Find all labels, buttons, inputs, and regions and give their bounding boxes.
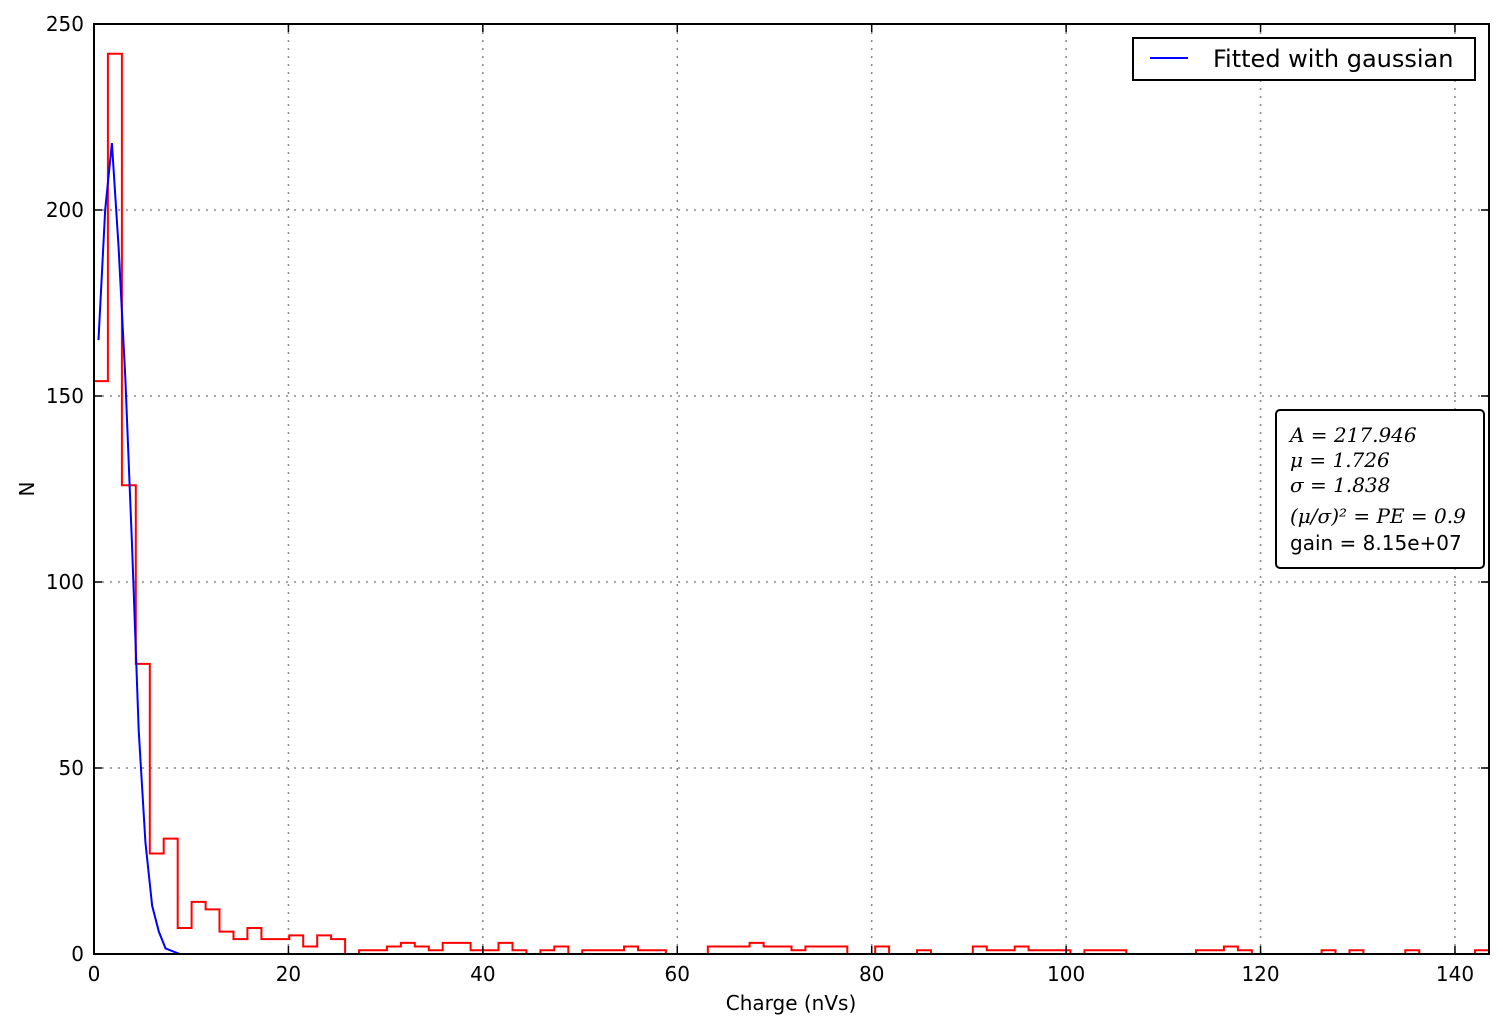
legend: Fitted with gaussian: [1132, 37, 1476, 81]
legend-label: Fitted with gaussian: [1213, 45, 1453, 73]
x-axis-title: Charge (nVs): [726, 991, 857, 1015]
fit-series-layer: [97, 142, 180, 955]
y-tick-label: 250: [46, 12, 84, 36]
y-axis-title: N: [15, 482, 39, 497]
stats-mu: μ = 1.726: [1290, 448, 1390, 472]
tick-layer: 0 20 40 60 80 100 120 140 0 50 100 150 200 250: [46, 12, 1489, 986]
stats-gain: gain = 8.15e+07: [1290, 531, 1462, 555]
legend-frame: [1132, 37, 1476, 81]
y-tick-label: 200: [46, 198, 84, 222]
histogram-layer: [93, 52, 1490, 955]
stats-frame: [1275, 409, 1485, 569]
x-tick-label: 80: [859, 962, 884, 986]
x-tick-label: 20: [276, 962, 301, 986]
stats-amplitude: A = 217.946: [1288, 423, 1417, 447]
x-tick-label: 40: [470, 962, 495, 986]
y-tick-label: 0: [71, 942, 84, 966]
y-tick-label: 150: [46, 384, 84, 408]
x-tick-label: 60: [665, 962, 690, 986]
y-tick-label: 100: [46, 570, 84, 594]
y-tick-label: 50: [59, 756, 84, 780]
x-tick-label: 0: [88, 962, 101, 986]
plot-frame: [93, 23, 1490, 955]
stats-sigma: σ = 1.838: [1290, 473, 1390, 497]
x-tick-label: 100: [1047, 962, 1085, 986]
histogram-step-line: [93, 52, 1490, 955]
fit-line: [97, 142, 180, 955]
x-tick-label: 140: [1436, 962, 1474, 986]
fit-stats-box: A = 217.946 μ = 1.726 σ = 1.838 (μ/σ)² =…: [1275, 409, 1485, 569]
stats-pe: (μ/σ)² = PE = 0.9: [1290, 504, 1466, 528]
x-tick-label: 120: [1241, 962, 1279, 986]
